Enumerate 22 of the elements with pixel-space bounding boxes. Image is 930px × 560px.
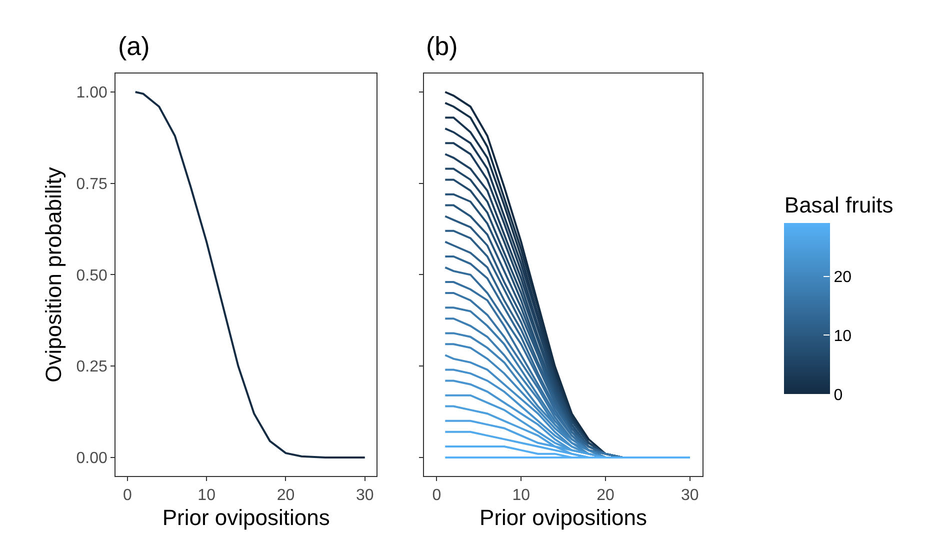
chart-title: (a) xyxy=(118,31,150,61)
x-tick-label: 0 xyxy=(122,486,132,504)
x-tick-label: 20 xyxy=(276,486,295,504)
x-tick-label: 10 xyxy=(198,486,216,504)
y-tick-label: 1.00 xyxy=(76,84,108,102)
chart-title: (b) xyxy=(426,31,458,61)
x-axis-title: Prior ovipositions xyxy=(162,504,330,530)
y-tick-label: 0.00 xyxy=(76,450,108,468)
x-tick-label: 30 xyxy=(356,486,374,504)
color-bar-label: 20 xyxy=(834,268,852,286)
y-tick-label: 0.75 xyxy=(76,176,108,193)
y-tick-label: 0.25 xyxy=(76,358,108,376)
color-bar-label: 0 xyxy=(834,386,843,404)
y-tick-label: 0.50 xyxy=(76,267,108,284)
x-tick-label: 30 xyxy=(680,486,699,504)
x-tick-label: 20 xyxy=(596,486,614,504)
x-axis-title: Prior ovipositions xyxy=(480,504,648,530)
x-tick-label: 0 xyxy=(432,486,442,504)
y-axis-title: Oviposition probability xyxy=(41,167,66,382)
color-bar-label: 10 xyxy=(834,328,852,345)
color-bar-title: Basal fruits xyxy=(784,192,894,218)
x-tick-label: 10 xyxy=(512,486,530,504)
